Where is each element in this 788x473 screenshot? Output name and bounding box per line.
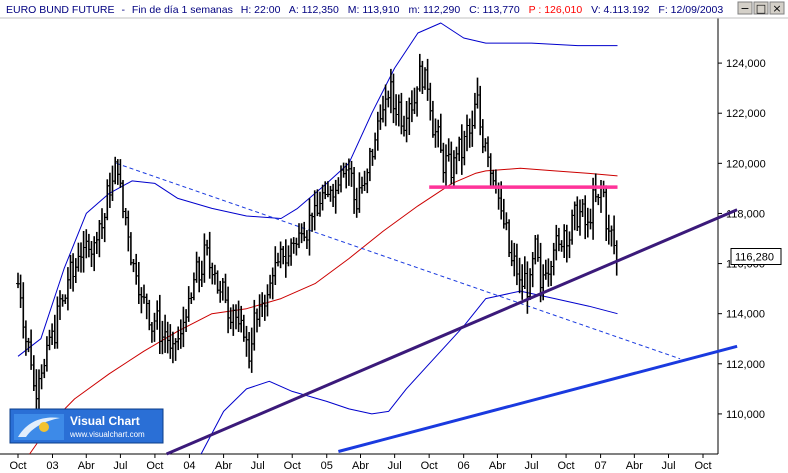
minimize-icon: −: [740, 2, 749, 15]
x-tick-label: Jul: [525, 460, 539, 472]
hour-label: H: 22:00: [241, 4, 281, 16]
visual-chart-logo: Visual Chart www.visualchart.com: [9, 408, 164, 444]
upper-trendline-line: [166, 208, 738, 456]
date-label: F: 12/09/2003: [658, 4, 723, 16]
x-tick-label: Jul: [251, 460, 265, 472]
low-label: m: 112,290: [408, 4, 460, 16]
last-price-box: [730, 248, 782, 265]
p-label: P : 126,010: [529, 4, 583, 16]
x-tick-label: Jul: [388, 460, 402, 472]
x-tick-label: Oct: [421, 460, 438, 472]
svg-text:EURO BUND FUTURE -: EURO BUND FUTURE - Fin de día 1 semanas …: [6, 4, 723, 16]
maximize-icon: □: [756, 2, 766, 15]
dashed-trendline-line: [116, 162, 681, 360]
last-price-value: 116,280: [735, 252, 774, 264]
y-tick-label: 122,000: [726, 108, 766, 120]
y-tick-label: 118,000: [726, 208, 765, 220]
separator: -: [121, 4, 125, 16]
x-tick-label: Abr: [352, 460, 369, 472]
x-tick-label: Oct: [284, 460, 301, 472]
x-tick-label: 07: [594, 460, 606, 472]
indicator-lines: [17, 22, 681, 455]
maximize-button[interactable]: □: [753, 1, 769, 15]
last-price-tag: 116,280: [730, 248, 782, 265]
maximize-button-frame[interactable]: [753, 1, 769, 15]
close-icon: ×: [772, 2, 781, 15]
x-tick-label: 05: [321, 460, 333, 472]
logo-swoosh-icon: [18, 417, 60, 437]
y-tick-label: 114,000: [726, 309, 765, 321]
x-tick-label: Abr: [489, 460, 506, 472]
x-tick-label: 04: [183, 460, 195, 472]
x-tick-label: Jul: [113, 460, 127, 472]
logo-title: Visual Chart: [70, 414, 140, 428]
timeframe-label: Fin de día 1 semanas: [132, 4, 233, 16]
high-label: M: 113,910: [348, 4, 400, 16]
logo-url: www.visualchart.com: [69, 430, 145, 439]
trendlines: [166, 185, 738, 456]
x-tick-label: Jul: [661, 460, 675, 472]
x-tick-label: Oct: [558, 460, 575, 472]
y-tick-label: 124,000: [726, 58, 766, 70]
lower-trendline-line: [338, 344, 738, 453]
open-label: A: 112,350: [289, 4, 339, 16]
upper-band-line: [17, 22, 618, 357]
x-tick-label: Oct: [694, 460, 711, 472]
x-tick-label: Abr: [626, 460, 643, 472]
window-buttons: − □ ×: [737, 1, 785, 15]
moving-average-line: [29, 167, 618, 455]
price-bars: [16, 53, 619, 416]
x-tick-label: Abr: [215, 460, 232, 472]
lower-band-line: [200, 290, 618, 455]
x-tick-label: Oct: [146, 460, 163, 472]
logo-sun-icon: [39, 422, 49, 432]
y-tick-label: 112,000: [726, 359, 765, 371]
x-tick-label: Oct: [9, 460, 26, 472]
x-tick-label: Abr: [78, 460, 95, 472]
x-tick-label: 03: [46, 460, 58, 472]
y-tick-label: 120,000: [726, 158, 766, 170]
chart-header: EURO BUND FUTURE - Fin de día 1 semanas …: [6, 4, 723, 16]
minimize-button[interactable]: −: [737, 1, 753, 15]
minimize-button-frame[interactable]: [737, 1, 753, 15]
close-button[interactable]: ×: [769, 1, 785, 15]
close-button-frame[interactable]: [769, 1, 785, 15]
y-tick-label: 110,000: [726, 409, 765, 421]
x-tick-label: 06: [458, 460, 470, 472]
close-label: C: 113,770: [469, 4, 520, 16]
symbol-label: EURO BUND FUTURE: [6, 4, 115, 16]
volume-label: V: 4.113.192: [591, 4, 650, 16]
